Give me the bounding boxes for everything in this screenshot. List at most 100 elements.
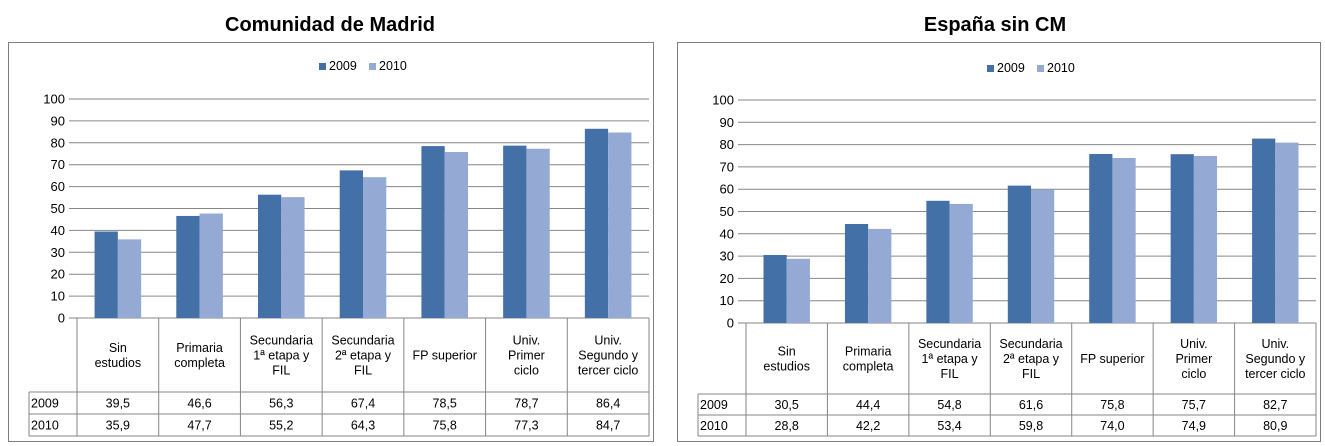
category-label-line: estudios	[95, 356, 142, 370]
y-tick-label: 80	[51, 135, 65, 150]
chart-frame-madrid: 2009 2010 0 10 20 30 40 50 60 70 80 90 100 Sin estudio…	[8, 42, 654, 442]
category-label-line: Segundo y	[1245, 352, 1306, 366]
category-label-line: ciclo	[1181, 367, 1206, 381]
category-label-line: FIL	[354, 364, 372, 378]
category-label-line: FP superior	[1080, 352, 1144, 366]
data-label-2010-3: 53,4	[937, 419, 961, 433]
data-label-2010-7: 80,9	[1263, 419, 1287, 433]
category-label: Primaria completa	[174, 341, 225, 370]
data-label-2009-6: 78,7	[514, 397, 538, 411]
category-label: FP superior	[1080, 352, 1144, 366]
data-label-2009-7: 86,4	[596, 397, 620, 411]
data-label-2010-2: 47,7	[187, 419, 211, 433]
category-label-line: Primaria	[176, 341, 223, 355]
y-tick-label: 0	[58, 311, 65, 326]
category-label-line: Univ.	[1180, 337, 1208, 351]
data-label-2010-5: 75,8	[433, 419, 457, 433]
category-label-line: 1ª etapa y	[922, 352, 979, 366]
legend-label-2010: 2010	[379, 59, 407, 73]
legend-swatch-2010	[1037, 65, 1044, 72]
bar-2010-2	[868, 228, 892, 323]
y-tick-label: 20	[51, 267, 65, 282]
bar-2009-6	[1170, 154, 1194, 323]
chart-title-madrid: Comunidad de Madrid	[225, 14, 435, 36]
category-label: Sin estudios	[95, 341, 142, 370]
legend-swatch-2009	[319, 63, 326, 70]
bar-2009-2	[176, 215, 200, 318]
bar-2010-3	[949, 203, 973, 323]
data-label-2010-5: 74,0	[1100, 419, 1124, 433]
y-tick-label: 10	[51, 289, 65, 304]
y-tick-label: 30	[720, 249, 734, 264]
data-label-2010-3: 55,2	[269, 419, 293, 433]
category-label-line: tercer ciclo	[578, 364, 638, 378]
category-label-line: Univ.	[1262, 337, 1290, 351]
legend-label-2009: 2009	[997, 61, 1025, 75]
category-label-line: Secundaria	[918, 337, 981, 351]
bar-2009-1	[94, 231, 118, 318]
bar-2010-3	[281, 197, 305, 318]
category-label-line: Secundaria	[331, 334, 394, 348]
category-label: Primaria completa	[843, 345, 894, 374]
bar-2009-4	[1007, 185, 1031, 323]
y-tick-label: 90	[720, 115, 734, 130]
y-tick-label: 40	[51, 223, 65, 238]
y-tick-label: 60	[720, 182, 734, 197]
table-row-header-2009: 2009	[31, 397, 59, 411]
data-label-2010-6: 74,9	[1182, 419, 1206, 433]
bar-2009-5	[421, 146, 445, 318]
y-tick-label: 30	[51, 245, 65, 260]
data-label-2009-6: 75,7	[1182, 398, 1206, 412]
category-label-line: tercer ciclo	[1245, 367, 1305, 381]
data-label-2010-7: 84,7	[596, 419, 620, 433]
data-label-2009-3: 56,3	[269, 397, 293, 411]
category-label: Secundaria 1ª etapa y FIL	[250, 334, 313, 378]
data-label-2009-5: 75,8	[1100, 398, 1124, 412]
bar-2009-1	[763, 254, 787, 323]
category-label-line: Primaria	[845, 345, 892, 359]
bar-2010-1	[117, 239, 142, 318]
legend-swatch-2010	[369, 63, 376, 70]
category-label-line: ciclo	[514, 364, 539, 378]
y-tick-label: 50	[51, 201, 65, 216]
y-tick-label: 10	[720, 293, 734, 308]
category-label-line: Univ.	[594, 334, 622, 348]
data-label-2009-1: 30,5	[775, 398, 799, 412]
bar-2010-6	[526, 148, 550, 318]
category-label-line: 1ª etapa y	[253, 349, 310, 363]
bar-2010-2	[199, 213, 223, 318]
category-label-line: completa	[843, 360, 894, 374]
y-tick-label: 20	[720, 271, 734, 286]
y-tick-label: 50	[720, 204, 734, 219]
data-label-2010-4: 59,8	[1019, 419, 1043, 433]
category-label: Univ. Primer ciclo	[508, 334, 545, 378]
category-label-line: Sin	[109, 341, 127, 355]
bar-2010-4	[363, 177, 387, 318]
y-tick-label: 100	[712, 93, 734, 108]
bar-2010-6	[1193, 155, 1218, 323]
category-label-line: 2ª etapa y	[335, 349, 392, 363]
bar-2009-7	[584, 128, 609, 318]
chart-madrid: 2009 2010 0 10 20 30 40 50 60 70 80 90 100 Sin estudio…	[28, 59, 650, 437]
legend-label-2009: 2009	[329, 59, 357, 73]
data-label-2009-4: 67,4	[351, 397, 375, 411]
data-label-2010-1: 28,8	[775, 419, 799, 433]
category-label-line: estudios	[763, 360, 810, 374]
y-tick-label: 60	[51, 179, 65, 194]
bar-2010-7	[1275, 142, 1299, 323]
data-label-2009-2: 46,6	[187, 397, 211, 411]
bar-2009-3	[926, 200, 950, 323]
category-label-line: FIL	[1022, 367, 1040, 381]
category-label: Sin estudios	[763, 345, 810, 374]
data-label-2009-2: 44,4	[856, 398, 880, 412]
bar-2010-1	[786, 258, 810, 323]
data-label-2010-2: 42,2	[856, 419, 880, 433]
data-label-2010-1: 35,9	[106, 419, 130, 433]
table-row-header-2010: 2010	[31, 419, 59, 433]
data-label-2010-6: 77,3	[514, 419, 538, 433]
y-tick-label: 100	[43, 92, 65, 107]
bar-2009-5	[1089, 153, 1113, 323]
data-label-2009-5: 78,5	[433, 397, 457, 411]
table-row-header-2010: 2010	[700, 419, 728, 433]
legend-swatch-2009	[987, 65, 994, 72]
